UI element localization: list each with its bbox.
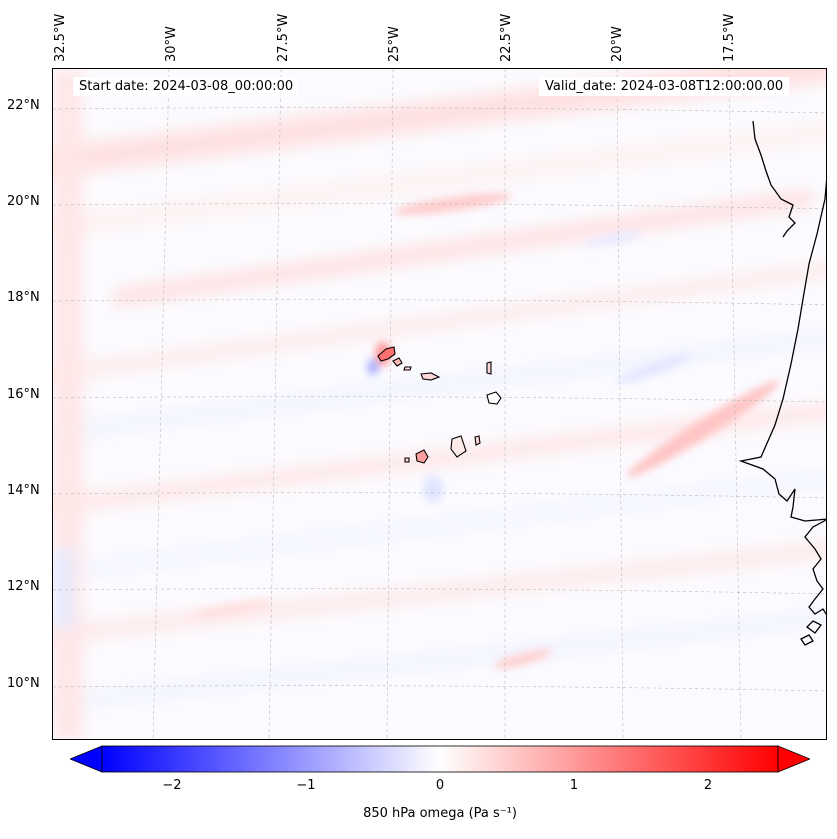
graticule [53, 69, 826, 739]
map-panel [52, 68, 827, 740]
island-sao-nicolau [420, 372, 441, 381]
lon-label-32.5w: 32.5°W [53, 13, 68, 62]
island-santo-antao [377, 346, 396, 362]
colorbar [68, 744, 812, 774]
parallel-20n [53, 203, 826, 210]
parallel-16n [53, 396, 826, 403]
island-maio [474, 435, 481, 446]
lat-label-14n: 14°N [7, 483, 40, 498]
lon-label-25w: 25°W [387, 26, 402, 62]
coast-island-2 [800, 634, 814, 646]
lon-label-27.5w: 27.5°W [276, 13, 291, 62]
lon-label-22.5w: 22.5°W [499, 13, 514, 62]
colorbar-label: 850 hPa omega (Pa s⁻¹) [363, 806, 517, 821]
lon-label-30w: 30°W [164, 26, 179, 62]
island-sao-vicente [392, 357, 403, 367]
colorbar-tick-neg1: −1 [296, 778, 316, 793]
parallel-14n [53, 492, 826, 499]
lon-label-17.5w: 17.5°W [722, 13, 737, 62]
island-sal [486, 361, 492, 375]
colorbar-extend-high [777, 745, 812, 773]
colorbar-tick-1: 1 [569, 778, 579, 793]
colorbar-tick-neg2: −2 [162, 778, 182, 793]
omega-features [193, 193, 780, 669]
lon-label-20w: 20°W [610, 26, 625, 62]
island-brava [404, 457, 410, 463]
meridian-25w [386, 69, 394, 739]
colorbar-tick-2: 2 [703, 778, 713, 793]
lat-label-22n: 22°N [7, 98, 40, 113]
coastline-path [738, 179, 826, 616]
island-boa-vista [486, 391, 502, 405]
lat-label-20n: 20°N [7, 194, 40, 209]
lat-label-12n: 12°N [7, 579, 40, 594]
meridian-27.5w [268, 69, 282, 739]
colorbar-tick-0: 0 [435, 778, 445, 793]
coastline-north [752, 120, 796, 238]
coast-island-1 [806, 620, 822, 634]
island-santa-luzia [403, 366, 412, 371]
cape-verde-islands [377, 346, 502, 464]
colorbar-svg [68, 745, 812, 773]
meridian-20w [616, 69, 624, 739]
lat-label-18n: 18°N [7, 290, 40, 305]
meridian-30w [152, 69, 170, 739]
meridian-17.5w [728, 69, 742, 739]
west-africa-coastline [738, 120, 826, 646]
parallel-10n [53, 685, 826, 692]
omega-field-map [53, 69, 826, 739]
lat-label-16n: 16°N [7, 387, 40, 402]
colorbar-extend-low [68, 745, 103, 773]
island-santiago [450, 435, 467, 458]
parallel-18n [53, 299, 826, 306]
omega-bands [53, 69, 826, 739]
start-date-label: Start date: 2024-03-08_00:00:00 [73, 77, 300, 96]
island-fogo [415, 449, 429, 464]
valid-date-label: Valid_date: 2024-03-08T12:00:00.00 [539, 77, 790, 96]
colorbar-gradient [101, 745, 779, 773]
parallel-22n [53, 107, 826, 114]
parallel-12n [53, 588, 826, 595]
lat-label-10n: 10°N [7, 676, 40, 691]
